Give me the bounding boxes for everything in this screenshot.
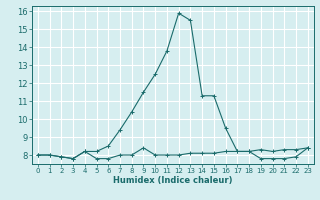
X-axis label: Humidex (Indice chaleur): Humidex (Indice chaleur) [113,176,233,185]
